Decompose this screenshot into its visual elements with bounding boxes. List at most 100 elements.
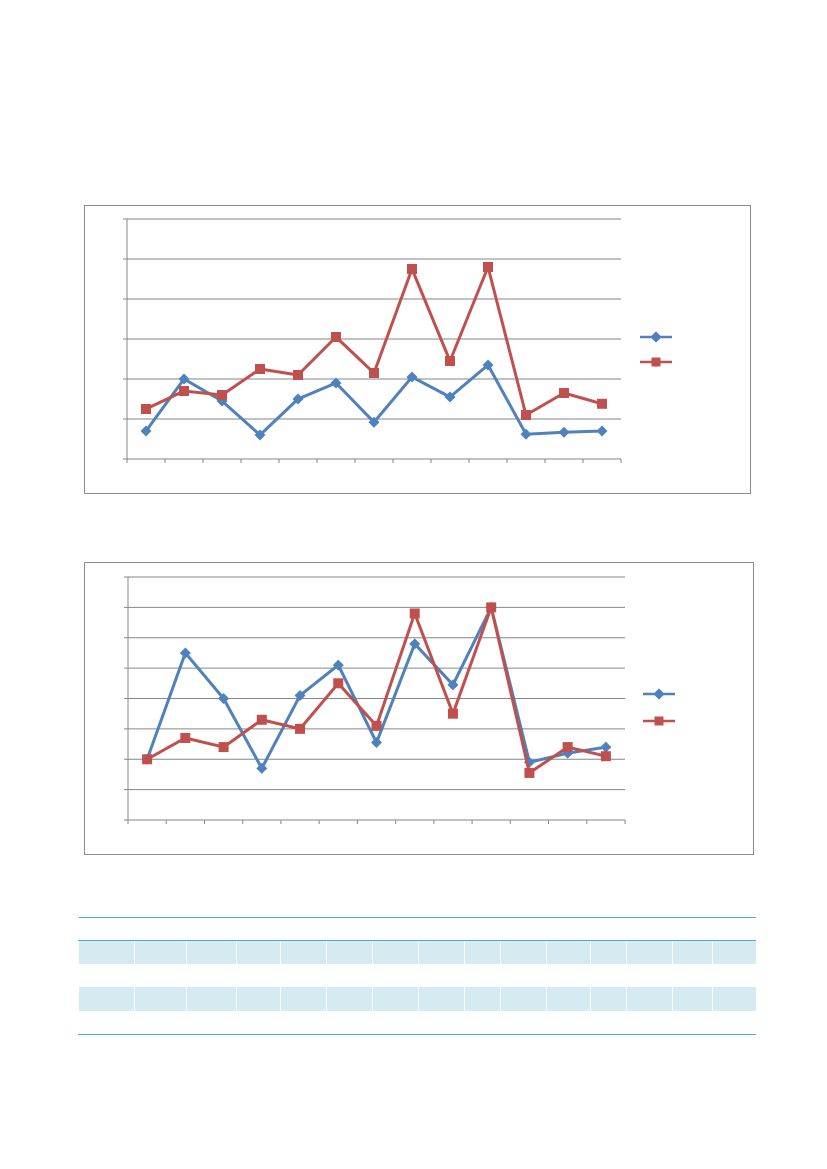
series-1-point: [368, 416, 380, 428]
series-2-point: [597, 398, 607, 409]
table-cell: [626, 940, 673, 965]
series-1-point: [179, 647, 191, 659]
table-cell: [500, 940, 547, 965]
chart-2-frame: [84, 562, 754, 855]
table-header-cell: [590, 917, 627, 941]
table-cell: [546, 1010, 591, 1035]
series-1-point: [254, 429, 266, 441]
series-1-point: [444, 391, 456, 403]
table-cell: [712, 1010, 756, 1035]
table-cell: [134, 987, 187, 1011]
table-header-row: [78, 917, 756, 941]
table-cell: [672, 940, 713, 965]
table-cell: [134, 940, 187, 965]
table-cell: [546, 987, 591, 1011]
table-cell: [712, 964, 756, 988]
series-2-point: [179, 386, 189, 396]
series-2-point: [293, 370, 303, 380]
table-cell: [500, 964, 547, 988]
table-header-cell: [500, 917, 547, 941]
table-header-cell: [236, 917, 281, 941]
data-table: [78, 917, 756, 1035]
table-cell: [672, 1010, 713, 1035]
table-cell: [546, 940, 591, 965]
table-header-cell: [78, 917, 135, 941]
series-2-point: [141, 404, 151, 414]
table-cell: [186, 964, 237, 988]
table-cell: [464, 1010, 501, 1035]
table-cell: [134, 1010, 187, 1035]
table-row-header: [78, 964, 135, 988]
table-cell: [418, 987, 465, 1011]
table-cell: [418, 940, 465, 965]
series-2-point: [521, 410, 531, 420]
table-cell: [186, 940, 237, 965]
series-1-point: [558, 426, 570, 438]
table-cell: [672, 964, 713, 988]
table-cell: [464, 987, 501, 1011]
table-cell: [236, 964, 281, 988]
table-cell: [280, 940, 327, 965]
chart-1-frame: [84, 205, 751, 494]
table-cell: [236, 987, 281, 1011]
legend-item-series-2: [640, 355, 680, 369]
table-cell: [236, 1010, 281, 1035]
series-1-point: [256, 762, 268, 774]
series-1-point: [330, 377, 342, 389]
table-row: [78, 1010, 756, 1035]
table-header-cell: [672, 917, 713, 941]
series-2-point: [218, 742, 229, 753]
table-cell: [372, 1010, 419, 1035]
table-header-cell: [464, 917, 501, 941]
table-cell: [326, 1010, 373, 1035]
series-1-point: [140, 425, 152, 437]
series-1-point: [482, 359, 494, 371]
series-2-point: [407, 264, 417, 274]
table-row: [78, 940, 756, 965]
table-cell: [712, 987, 756, 1011]
table-row-header: [78, 987, 135, 1011]
chart-2-plot: [124, 576, 626, 824]
table-cell: [326, 987, 373, 1011]
series-1-point: [406, 371, 418, 383]
table-header-cell: [372, 917, 419, 941]
series-1-point: [409, 638, 421, 650]
table-cell: [186, 1010, 237, 1035]
table-cell: [672, 987, 713, 1011]
series-2-line: [145, 265, 603, 417]
series-2-point: [369, 368, 379, 378]
table-header-cell: [546, 917, 591, 941]
legend-item-series-2: [643, 714, 683, 728]
table-header-cell: [626, 917, 673, 941]
series-2-point: [255, 364, 265, 374]
legend-swatch-series-1: [643, 688, 675, 700]
table-cell: [280, 1010, 327, 1035]
table-cell: [464, 964, 501, 988]
table-cell: [418, 964, 465, 988]
series-1-point: [178, 373, 190, 385]
table-cell: [372, 987, 419, 1011]
series-2-point: [256, 714, 267, 725]
legend-item-series-1: [643, 687, 683, 701]
series-2-point: [524, 767, 535, 778]
table-header-cell: [280, 917, 327, 941]
table-cell: [236, 940, 281, 965]
table-row-header: [78, 940, 135, 965]
table-cell: [326, 940, 373, 965]
table-cell: [626, 987, 673, 1011]
legend-swatch-series-2: [640, 357, 672, 367]
series-2-point: [486, 602, 497, 613]
chart-1-plot: [123, 218, 622, 463]
series-1-point: [447, 679, 459, 691]
table-cell: [590, 964, 627, 988]
table-header-cell: [186, 917, 237, 941]
table-cell: [418, 1010, 465, 1035]
series-2-point: [295, 723, 306, 734]
series-1-point: [520, 428, 532, 440]
table-cell: [372, 940, 419, 965]
series-2-point: [409, 608, 420, 619]
table-row-header: [78, 1010, 135, 1035]
table-header-cell: [712, 917, 756, 941]
table-row: [78, 964, 756, 988]
series-2-point: [331, 332, 341, 342]
